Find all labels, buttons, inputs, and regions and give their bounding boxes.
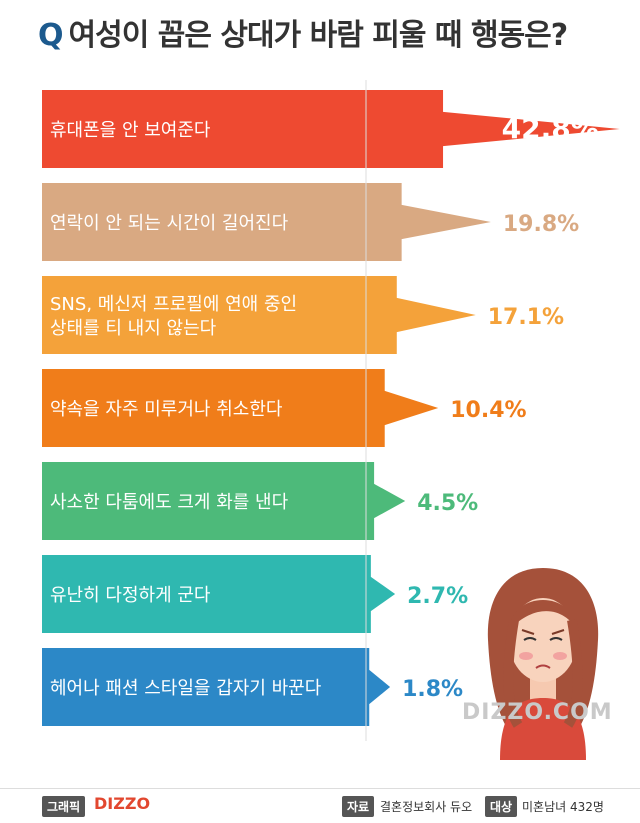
bar-6 xyxy=(42,555,396,633)
bar-5 xyxy=(42,462,406,540)
bar-label-7: 헤어나 패션 스타일을 갑자기 바꾼다 xyxy=(50,678,322,699)
target-text: 미혼남녀 432명 xyxy=(522,800,604,814)
bar-label-6: 유난히 다정하게 군다 xyxy=(50,585,211,606)
bar-3 xyxy=(42,276,476,354)
value-label-4: 10.4% xyxy=(450,398,526,423)
bar-label-3-line-1: SNS, 메신저 프로필에 연애 중인 xyxy=(50,294,297,315)
value-label-5: 4.5% xyxy=(417,491,478,516)
value-label-7: 1.8% xyxy=(402,677,463,702)
chart-title: Q 여성이 꼽은 상대가 바람 피울 때 행동은? xyxy=(38,10,569,54)
source-tag: 자료 xyxy=(342,796,375,817)
brand-logo: DIZZO xyxy=(94,794,151,813)
value-label-1: 42.8% xyxy=(502,112,599,145)
bar-7 xyxy=(42,648,391,726)
bar-2 xyxy=(42,183,491,261)
footer: 그래픽 DIZZO 자료 결혼정보회사 듀오 대상 미혼남녀 432명 xyxy=(0,788,640,823)
bar-label-4: 약속을 자주 미루거나 취소한다 xyxy=(50,399,283,420)
source-text: 결혼정보회사 듀오 xyxy=(380,800,473,814)
bar-label-3-line-2: 상태를 티 내지 않는다 xyxy=(50,318,217,339)
watermark: DIZZO.COM xyxy=(462,700,613,725)
bar-4 xyxy=(42,369,439,447)
bar-label-2: 연락이 안 되는 시간이 길어진다 xyxy=(50,213,289,234)
bar-label-1: 휴대폰을 안 보여준다 xyxy=(50,120,211,141)
target-tag: 대상 xyxy=(485,796,518,817)
worried-woman-illustration xyxy=(487,568,599,760)
title-text: 여성이 꼽은 상대가 바람 피울 때 행동은? xyxy=(68,18,569,53)
credit-tag: 그래픽 xyxy=(42,796,86,817)
value-label-2: 19.8% xyxy=(503,212,579,237)
value-label-3: 17.1% xyxy=(488,305,564,330)
bar-chart: 휴대폰을 안 보여준다 42.8% 연락이 안 되는 시간이 길어진다 19.8% SN… xyxy=(42,80,620,741)
bar-1 xyxy=(42,90,620,168)
value-label-6: 2.7% xyxy=(407,584,468,609)
bar-label-5: 사소한 다툼에도 크게 화를 낸다 xyxy=(50,492,289,513)
question-mark-label: Q xyxy=(38,18,63,53)
